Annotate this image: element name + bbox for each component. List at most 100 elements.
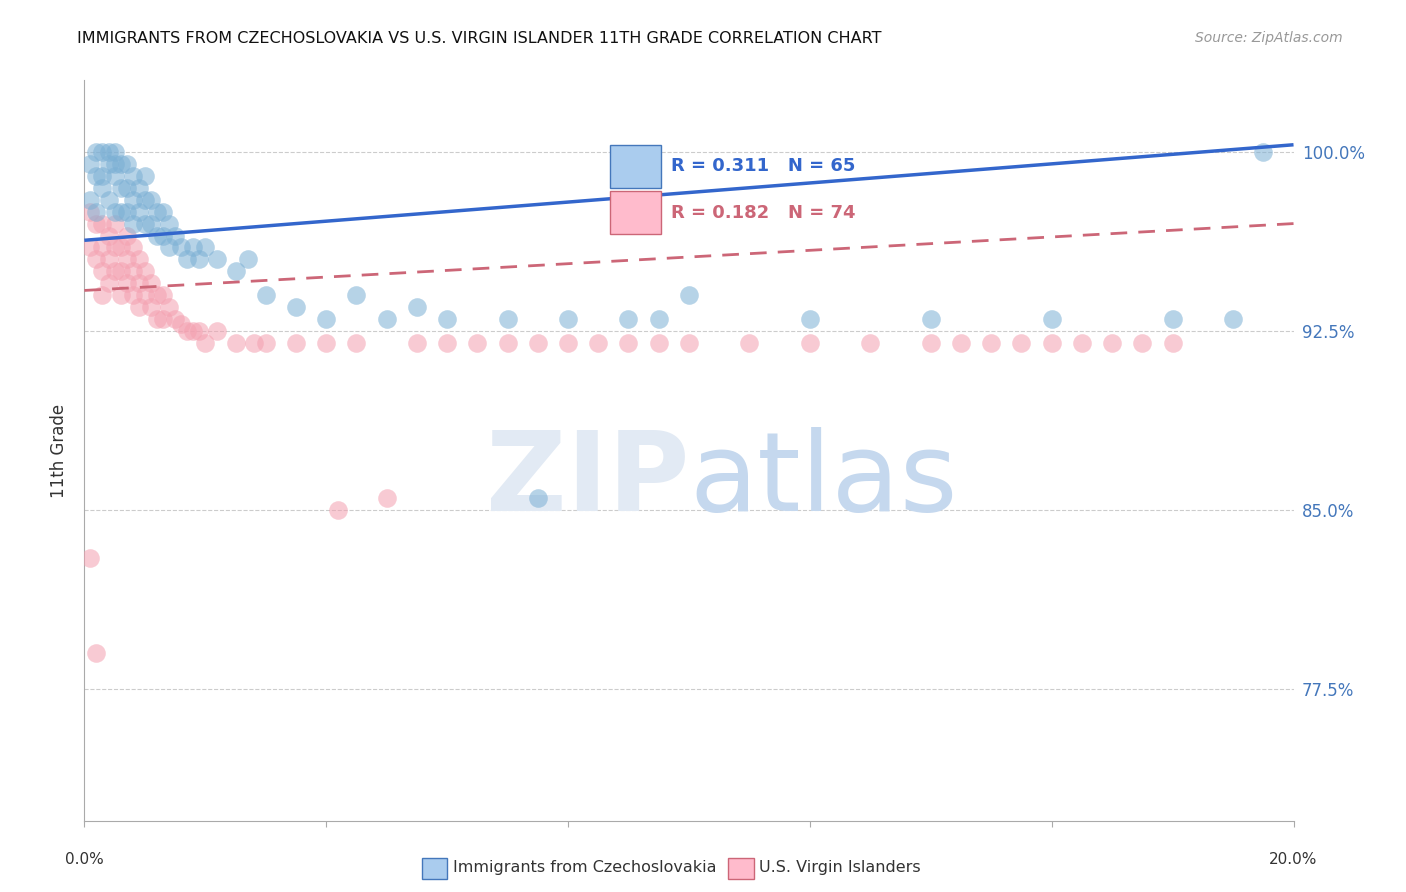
Point [496, 336, 519, 351]
Point [799, 312, 821, 326]
Point [1130, 336, 1153, 351]
Point [146, 204, 169, 219]
Point [170, 317, 193, 331]
Text: 0.0%: 0.0% [65, 852, 104, 867]
Point [315, 336, 337, 351]
Point [1040, 312, 1063, 326]
Point [181, 240, 204, 254]
Point [110, 204, 132, 219]
Point [225, 336, 247, 351]
Point [920, 336, 942, 351]
Point [165, 228, 187, 243]
Point [152, 312, 174, 326]
Point [128, 277, 150, 291]
Point [194, 336, 217, 351]
Point [115, 252, 138, 267]
Point [406, 300, 429, 314]
Point [134, 193, 156, 207]
Point [115, 157, 138, 171]
Point [194, 240, 217, 254]
Point [1040, 336, 1063, 351]
Point [375, 312, 398, 326]
Point [328, 503, 350, 517]
FancyBboxPatch shape [610, 191, 661, 235]
Point [86, 169, 108, 183]
Text: 20.0%: 20.0% [1270, 852, 1317, 867]
Point [115, 228, 138, 243]
Point [121, 264, 143, 278]
Point [496, 312, 519, 326]
Point [79, 204, 101, 219]
Point [648, 336, 671, 351]
Point [617, 312, 640, 326]
Point [527, 336, 550, 351]
Point [97, 228, 120, 243]
Point [176, 252, 198, 267]
Point [104, 145, 127, 159]
Point [176, 324, 198, 338]
Point [467, 336, 489, 351]
Point [1161, 336, 1184, 351]
Point [920, 312, 942, 326]
Point [436, 336, 458, 351]
Point [799, 336, 821, 351]
Point [139, 277, 162, 291]
Point [254, 336, 277, 351]
Point [110, 240, 132, 254]
Point [1011, 336, 1033, 351]
Point [128, 300, 150, 314]
Point [859, 336, 882, 351]
Point [91, 288, 114, 302]
Point [188, 324, 211, 338]
Text: Immigrants from Czechoslovakia: Immigrants from Czechoslovakia [453, 860, 716, 874]
Point [406, 336, 429, 351]
Point [121, 193, 143, 207]
Point [121, 240, 143, 254]
Point [97, 193, 120, 207]
Point [157, 300, 180, 314]
Point [91, 240, 114, 254]
Point [1253, 145, 1275, 159]
Point [146, 312, 169, 326]
Point [315, 312, 337, 326]
Point [128, 180, 150, 194]
Point [104, 240, 127, 254]
Point [152, 228, 174, 243]
Text: Source: ZipAtlas.com: Source: ZipAtlas.com [1195, 31, 1343, 45]
Point [1071, 336, 1094, 351]
Point [139, 300, 162, 314]
Point [110, 288, 132, 302]
Point [134, 264, 156, 278]
Point [207, 252, 229, 267]
Point [91, 217, 114, 231]
Point [115, 180, 138, 194]
Point [104, 157, 127, 171]
Point [79, 240, 101, 254]
Point [97, 145, 120, 159]
FancyBboxPatch shape [610, 145, 661, 187]
Text: ZIP: ZIP [485, 426, 689, 533]
Point [146, 228, 169, 243]
Point [134, 288, 156, 302]
Point [980, 336, 1002, 351]
Point [950, 336, 973, 351]
Point [648, 312, 671, 326]
Point [86, 647, 108, 661]
Point [97, 252, 120, 267]
Point [86, 145, 108, 159]
Point [110, 157, 132, 171]
Point [225, 264, 247, 278]
Point [121, 217, 143, 231]
Point [79, 157, 101, 171]
Point [436, 312, 458, 326]
Point [91, 180, 114, 194]
Point [346, 336, 368, 351]
Point [527, 491, 550, 506]
Point [242, 336, 264, 351]
Point [110, 180, 132, 194]
Point [115, 204, 138, 219]
Point [139, 217, 162, 231]
Point [254, 288, 277, 302]
Y-axis label: 11th Grade: 11th Grade [51, 403, 69, 498]
Text: U.S. Virgin Islanders: U.S. Virgin Islanders [759, 860, 921, 874]
